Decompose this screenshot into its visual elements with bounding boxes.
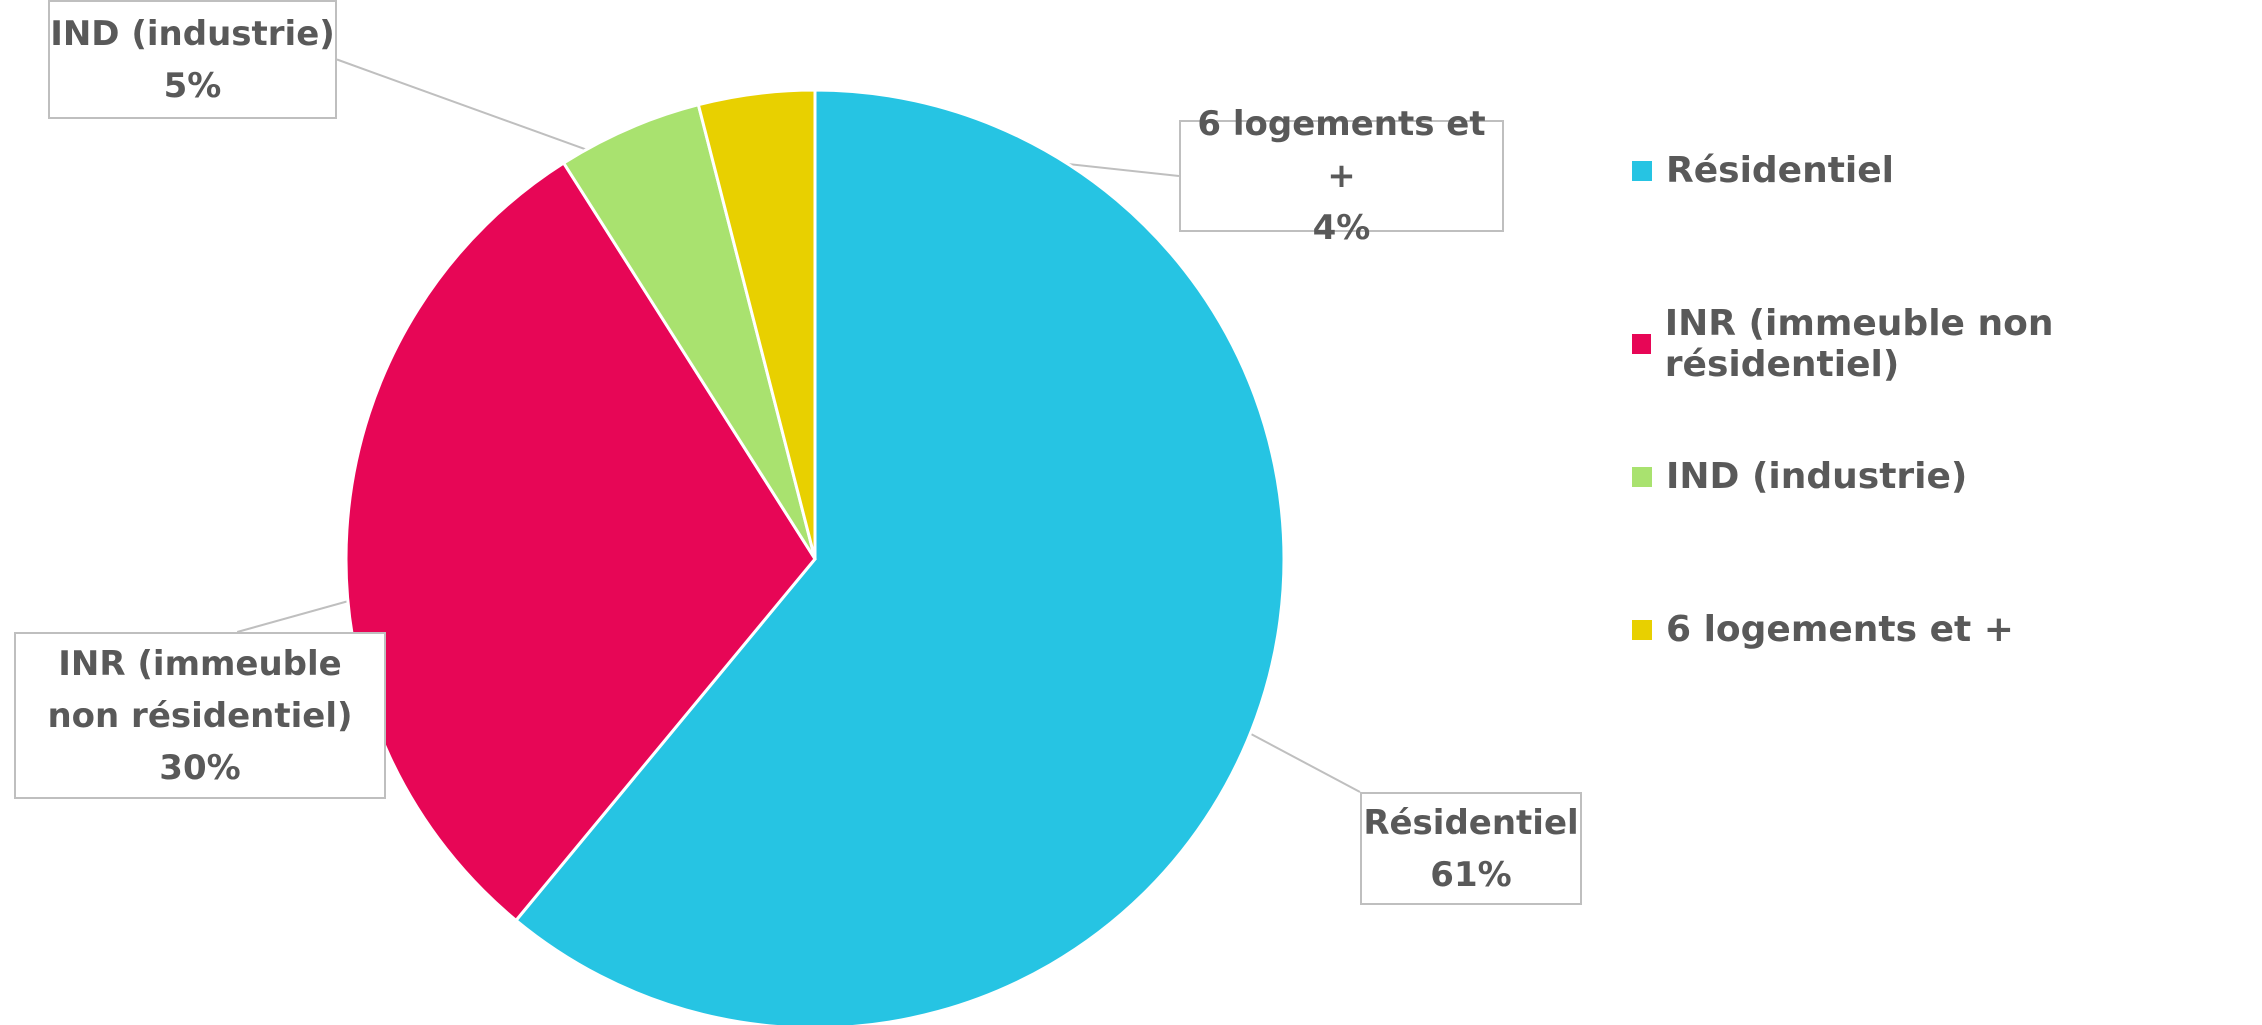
data-label: INR (immeuble non résidentiel) 30% xyxy=(14,632,386,799)
legend-item: INR (immeuble non résidentiel) xyxy=(1632,303,2262,385)
data-label-value: 5% xyxy=(163,65,222,106)
data-label: IND (industrie) 5% xyxy=(48,0,337,119)
legend-item: IND (industrie) xyxy=(1632,456,1967,497)
data-label-value: 4% xyxy=(1312,208,1371,248)
legend-label: Résidentiel xyxy=(1666,150,1895,191)
legend-swatch xyxy=(1632,160,1652,181)
legend-label: IND (industrie) xyxy=(1666,456,1968,497)
data-label: Résidentiel 61% xyxy=(1360,792,1582,905)
legend-swatch xyxy=(1632,619,1652,640)
legend-swatch xyxy=(1632,466,1652,487)
data-label-category: INR (immeuble non résidentiel) xyxy=(47,643,353,736)
pie-slice xyxy=(344,160,817,923)
data-label-category: Résidentiel xyxy=(1363,802,1579,843)
pie-slice xyxy=(561,102,817,560)
data-label-category: 6 logements et + xyxy=(1197,104,1486,196)
data-label-value: 61% xyxy=(1430,854,1512,895)
data-label-category: IND (industrie) xyxy=(50,13,335,54)
legend-swatch xyxy=(1632,334,1651,354)
legend-item: 6 logements et + xyxy=(1632,609,2014,650)
legend-label: INR (immeuble non résidentiel) xyxy=(1664,303,2054,385)
legend-item: Résidentiel xyxy=(1632,150,1894,191)
pie-slice xyxy=(513,88,1286,1025)
data-label-value: 30% xyxy=(159,747,241,788)
pie-slice xyxy=(696,88,817,560)
legend-label: 6 logements et + xyxy=(1666,609,2014,650)
data-label: 6 logements et + 4% xyxy=(1179,104,1504,248)
